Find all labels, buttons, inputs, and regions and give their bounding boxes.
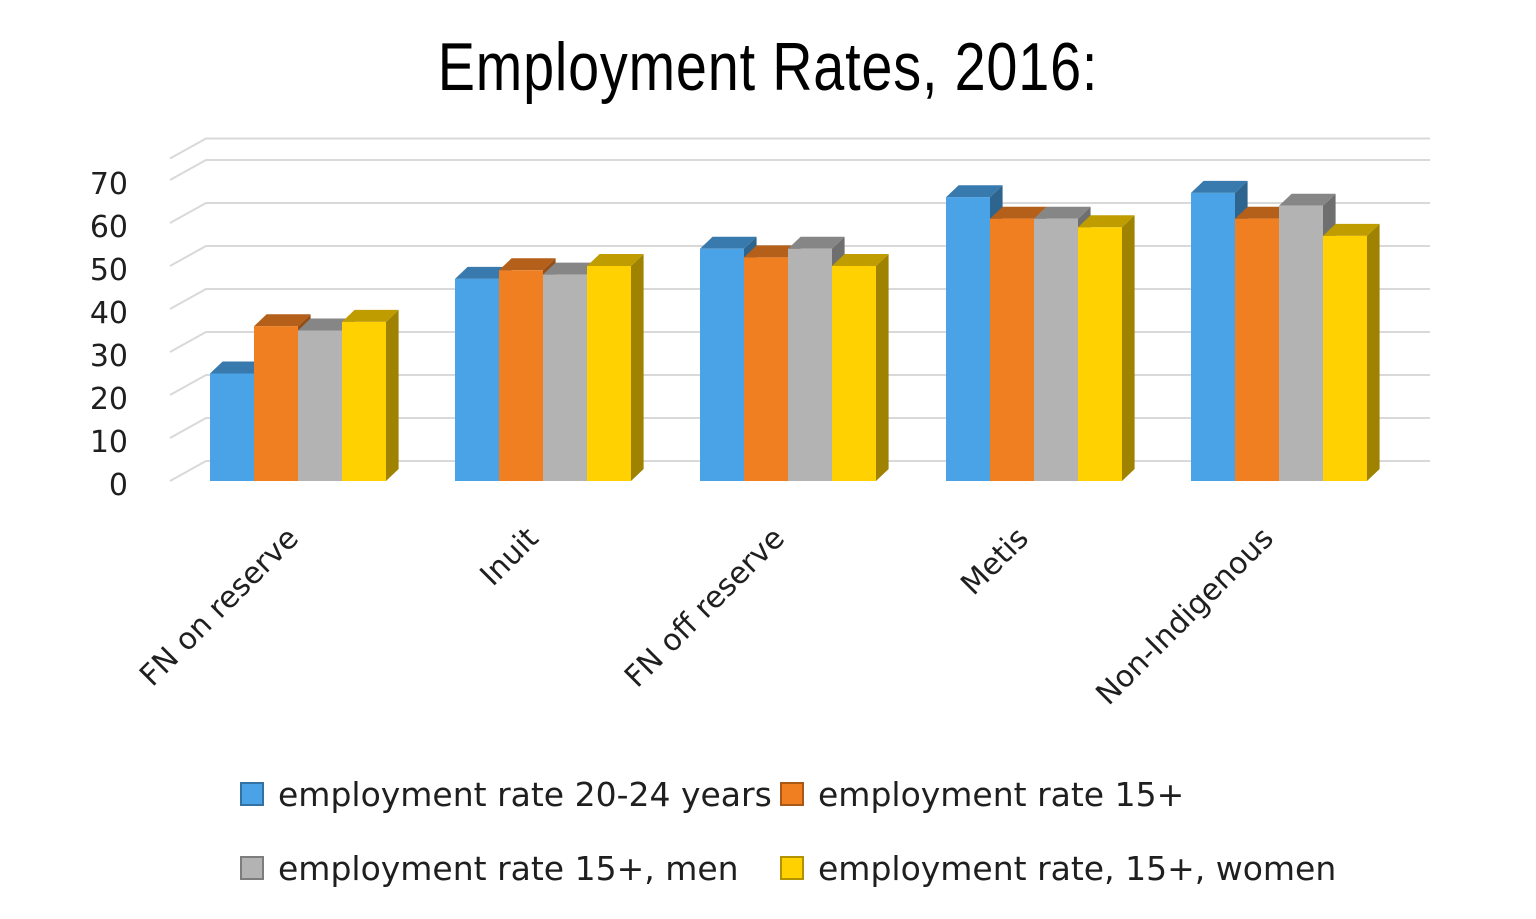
bar-top [499,258,556,271]
gridline [169,137,1430,160]
y-tick-label: 0 [109,468,128,503]
bar-top [1235,206,1292,219]
bar-side [631,254,644,481]
bar [587,254,644,481]
y-tick-label: 40 [90,296,128,331]
bar-top [254,314,311,327]
bar-front [587,266,631,481]
bar-top [1279,193,1336,206]
bar-group [946,185,1135,482]
category-label: Metis [954,521,1035,602]
category-label: FN off reserve [618,521,792,695]
legend-swatch [240,856,264,880]
bar-top [1078,215,1135,228]
legend-label: employment rate, 15+, women [818,848,1337,888]
bar-front [499,270,543,481]
y-tick-label: 60 [90,210,128,245]
y-tick-label: 30 [90,339,128,374]
legend-item: employment rate 15+ [780,772,1184,816]
bars [210,180,1380,482]
bar-front [298,330,342,481]
gridline [169,202,1430,224]
bar-top [543,262,600,275]
bar-top [587,254,644,266]
gridlines [169,137,1430,482]
bar-top [744,245,801,258]
legend-label: employment rate 15+ [818,774,1185,814]
bar-front [210,373,254,481]
bar-top [788,236,845,249]
bar [342,309,399,481]
bar-front [342,321,386,481]
y-tick-label: 10 [90,425,128,460]
bar [1323,223,1380,481]
category-label: Non-Indigenous [1089,521,1280,712]
bar-group [1191,180,1380,482]
bar-front [946,197,990,481]
bar-front [254,326,298,481]
y-tick-label: 70 [90,167,128,202]
chart-title: Employment Rates, 2016: [437,29,1099,105]
bar-side [876,254,889,481]
bar-front [455,278,499,481]
bar-group [210,309,399,481]
bar-top [946,185,1003,198]
bar [499,258,556,481]
bar-top [1191,180,1248,193]
legend-swatch [780,856,804,880]
bar-top [342,309,399,322]
bar-top [700,236,757,249]
bar-group [700,236,889,481]
bar-front [990,218,1034,481]
y-axis-ticks: 0 10 20 30 40 50 60 70 [90,167,128,503]
bar-front [700,248,744,481]
bar-top [832,254,889,266]
bar-side [386,309,399,481]
bar-front [1235,218,1279,481]
legend-swatch [780,782,804,806]
bar-front [1034,218,1078,481]
bar [1078,215,1135,482]
bar-front [1191,192,1235,481]
legend-item: employment rate 15+, men [240,846,739,890]
category-label: FN on reserve [133,521,305,693]
bar-front [788,248,832,481]
bar-front [1279,205,1323,482]
bar-top [1323,223,1380,236]
bar-top [455,266,512,279]
bar-front [832,266,876,481]
bar-side [1367,223,1380,481]
category-label: Inuit [474,521,546,593]
gridline [169,159,1430,181]
legend-swatch [240,782,264,806]
legend-label: employment rate 15+, men [278,848,739,888]
bar-top [1034,206,1091,219]
legend-item: employment rate 20-24 years [240,772,772,816]
bar-top [210,361,267,374]
bar-side [1122,215,1135,482]
bar-front [1323,235,1367,481]
bar [832,254,889,481]
bar-front [744,257,788,481]
bar-top [298,318,355,331]
bar-front [1078,227,1122,481]
category-labels: FN on reserve Inuit FN off reserve Metis Non… [133,521,1280,712]
bar-top [990,206,1047,219]
y-tick-label: 20 [90,382,128,417]
bar-front [543,274,587,481]
bar-group [455,254,644,481]
legend-label: employment rate 20-24 years [278,774,772,814]
legend-item: employment rate, 15+, women [780,846,1336,890]
y-tick-label: 50 [90,253,128,288]
